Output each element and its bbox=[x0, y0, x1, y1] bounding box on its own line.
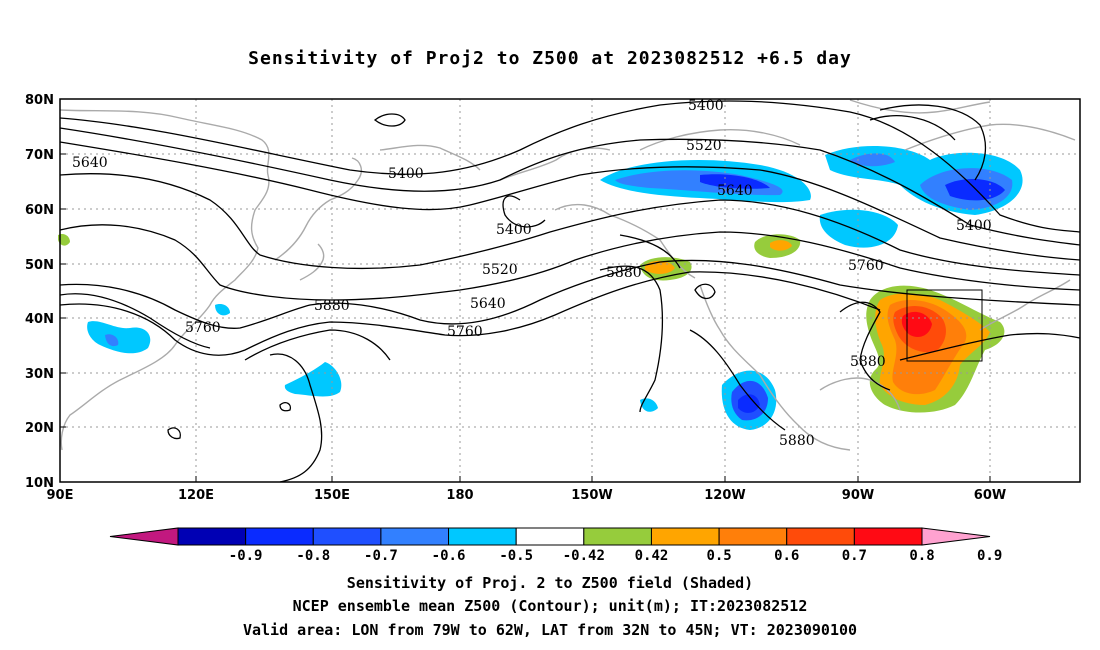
caption-line-1: Sensitivity of Proj. 2 to Z500 field (Sh… bbox=[346, 574, 754, 592]
valid-area-box bbox=[906, 289, 983, 362]
colorbar-tick-label: -0.9 bbox=[229, 548, 263, 564]
neg-blob-china bbox=[87, 321, 151, 354]
map-frame bbox=[59, 98, 1081, 483]
contour-labels: 5640 5400 5400 5400 5520 5640 5520 5880 … bbox=[72, 98, 992, 449]
contour-label: 5760 bbox=[447, 324, 483, 340]
colorbar-tick-label: -0.6 bbox=[432, 548, 466, 564]
colorbar-swatch bbox=[515, 527, 585, 546]
lon-label: 90W bbox=[842, 488, 874, 503]
lat-label: 50N bbox=[25, 258, 54, 273]
colorbar-swatch bbox=[583, 527, 652, 546]
contour-label: 5400 bbox=[688, 98, 724, 114]
lat-label: 60N bbox=[25, 203, 54, 218]
contour-label: 5640 bbox=[72, 155, 108, 171]
colorbar: -0.9 -0.8 -0.7 -0.6 -0.5 -0.42 0.42 0.5 0.6 0.7 0.… bbox=[109, 527, 1002, 564]
caption-line-2: NCEP ensemble mean Z500 (Contour); unit(… bbox=[292, 597, 808, 615]
lat-label: 40N bbox=[25, 312, 54, 327]
lon-label: 120E bbox=[178, 488, 214, 503]
colorbar-tick-label: 0.9 bbox=[977, 548, 1002, 564]
caption-line-3: Valid area: LON from 79W to 62W, LAT fro… bbox=[242, 621, 858, 639]
colorbar-arrow-left bbox=[109, 527, 179, 546]
lat-labels: 80N 70N 60N 50N 40N 30N 20N 10N bbox=[25, 93, 54, 491]
contour-label: 5640 bbox=[470, 296, 506, 312]
contour-label: 5520 bbox=[482, 262, 518, 278]
colorbar-tick-label: -0.8 bbox=[296, 548, 330, 564]
colorbar-tick-label: -0.42 bbox=[563, 548, 605, 564]
lat-label: 30N bbox=[25, 367, 54, 382]
contour-label: 5760 bbox=[185, 320, 221, 336]
contour-label: 5880 bbox=[779, 433, 815, 449]
neg-blob-hudson bbox=[819, 209, 898, 248]
contour-label: 5400 bbox=[388, 166, 424, 182]
colorbar-swatch bbox=[650, 527, 720, 546]
colorbar-swatch bbox=[380, 527, 450, 546]
lon-label: 90E bbox=[47, 488, 74, 503]
colorbar-swatch bbox=[718, 527, 788, 546]
contour-label: 5880 bbox=[850, 354, 886, 370]
z500-contours bbox=[59, 100, 1081, 483]
colorbar-tick-label: 0.6 bbox=[774, 548, 799, 564]
lat-label: 20N bbox=[25, 421, 54, 436]
contour-label: 5880 bbox=[314, 298, 350, 314]
contour-label: 5880 bbox=[606, 265, 642, 281]
colorbar-swatch bbox=[448, 527, 517, 546]
lon-labels: 90E 120E 150E 180 150W 120W 90W 60W bbox=[47, 488, 1007, 503]
contour-label: 5520 bbox=[686, 138, 722, 154]
lon-label: 180 bbox=[446, 488, 473, 503]
lat-label: 10N bbox=[25, 476, 54, 491]
lon-label: 150E bbox=[314, 488, 350, 503]
contour-label: 5640 bbox=[717, 183, 753, 199]
lon-label: 60W bbox=[974, 488, 1006, 503]
map-title: Sensitivity of Proj2 to Z500 at 20230825… bbox=[248, 48, 852, 69]
contour-label: 5400 bbox=[956, 218, 992, 234]
colorbar-tick-label: 0.7 bbox=[842, 548, 867, 564]
shaded-field bbox=[58, 145, 1023, 430]
colorbar-swatch bbox=[312, 527, 382, 546]
colorbar-tick-label: 0.8 bbox=[909, 548, 934, 564]
graticule bbox=[60, 99, 1080, 482]
contour-label: 5400 bbox=[496, 222, 532, 238]
lon-label: 150W bbox=[571, 488, 612, 503]
colorbar-tick-label: -0.7 bbox=[364, 548, 398, 564]
contour-label: 5760 bbox=[848, 258, 884, 274]
colorbar-tick-label: -0.5 bbox=[499, 548, 533, 564]
colorbar-tick-label: 0.5 bbox=[706, 548, 731, 564]
colorbar-tick-label: 0.42 bbox=[635, 548, 669, 564]
lon-label: 120W bbox=[704, 488, 745, 503]
colorbar-arrow-right bbox=[921, 527, 991, 546]
colorbar-swatch bbox=[786, 527, 855, 546]
colorbar-swatch bbox=[245, 527, 314, 546]
lat-label: 70N bbox=[25, 148, 54, 163]
lat-label: 80N bbox=[25, 93, 54, 108]
colorbar-swatch bbox=[177, 527, 247, 546]
colorbar-swatch bbox=[853, 527, 923, 546]
